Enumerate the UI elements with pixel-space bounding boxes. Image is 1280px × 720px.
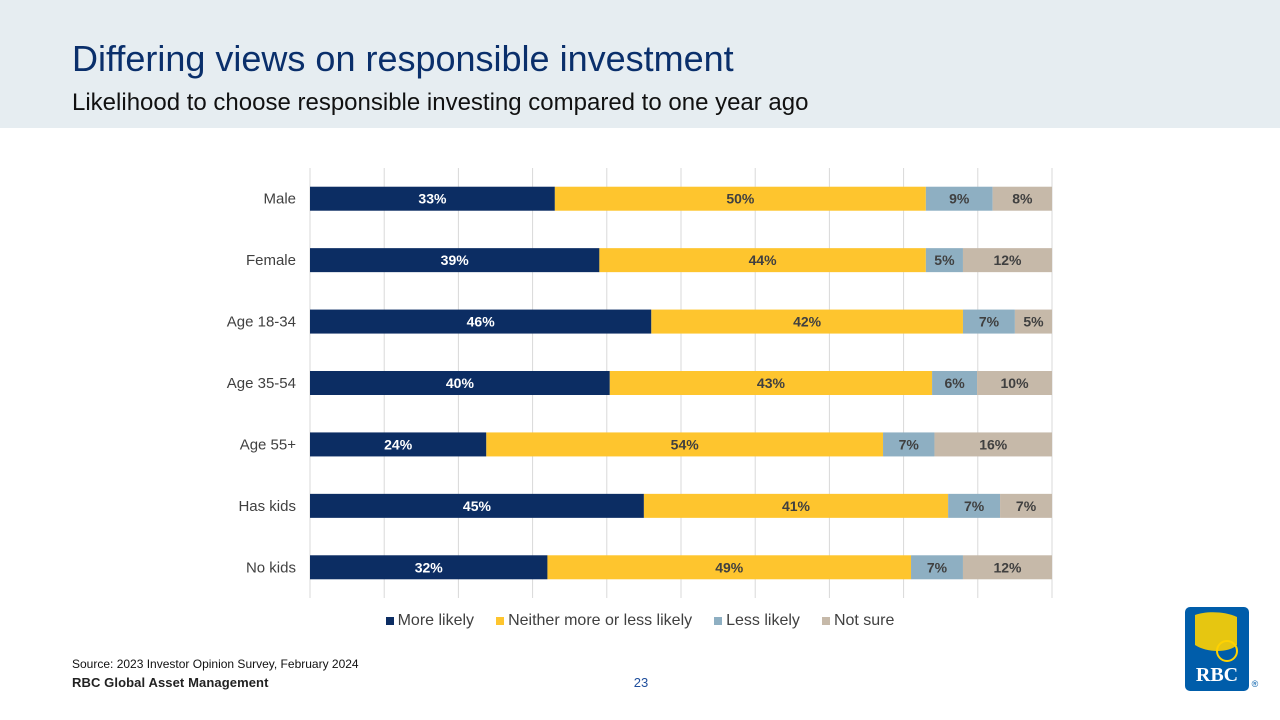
data-label: 5% <box>934 252 955 268</box>
bar-segment <box>310 371 610 395</box>
bar-segment <box>977 371 1052 395</box>
bar-segment <box>310 309 652 334</box>
logo-globe-icon <box>1216 640 1238 662</box>
page-title: Differing views on responsible investmen… <box>72 38 734 79</box>
legend-swatch <box>821 617 830 625</box>
data-label: 46% <box>467 314 496 330</box>
data-label: 43% <box>757 375 786 391</box>
bar-segment <box>643 493 949 518</box>
bar-segment <box>554 186 926 211</box>
category-label: Age 18-34 <box>227 314 296 331</box>
bar-segment <box>1000 493 1052 518</box>
bar-segment <box>934 432 1052 457</box>
bar-segment <box>651 309 963 334</box>
legend-item: Neither more or less likely <box>496 612 692 630</box>
chart-legend: More likely Neither more or less likely Le… <box>0 612 1280 630</box>
data-label: 42% <box>793 314 822 330</box>
bar-segment <box>992 186 1052 211</box>
bar-segment <box>1014 309 1052 334</box>
data-label: 16% <box>979 436 1008 452</box>
data-label: 10% <box>1001 375 1030 391</box>
bar-segment <box>310 186 555 211</box>
legend-label: Less likely <box>726 612 800 629</box>
data-label: 7% <box>1016 498 1037 514</box>
legend-item: Not sure <box>821 612 895 630</box>
bar-segment <box>310 248 600 273</box>
legend-label: Not sure <box>833 612 895 629</box>
bar-segment <box>925 186 993 211</box>
data-label: 7% <box>927 559 948 575</box>
data-label: 12% <box>993 559 1022 575</box>
data-label: 7% <box>964 498 985 514</box>
bar-segment <box>486 432 884 457</box>
data-label: 40% <box>446 375 475 391</box>
data-label: 12% <box>993 252 1022 268</box>
data-label: 39% <box>441 252 470 268</box>
legend-swatch <box>496 617 505 625</box>
category-label: Has kids <box>238 498 296 515</box>
bar-segment <box>962 248 1052 273</box>
category-label: Male <box>263 191 296 208</box>
category-label: Age 55+ <box>240 436 297 453</box>
source-note: Source: 2023 Investor Opinion Survey, Fe… <box>72 657 359 671</box>
logo-registered-mark: ® <box>1252 679 1259 689</box>
bar-segment <box>547 555 912 580</box>
data-label: 8% <box>1012 191 1033 207</box>
data-label: 5% <box>1023 314 1044 330</box>
legend-label: Neither more or less likely <box>508 612 693 629</box>
category-label: No kids <box>246 559 296 576</box>
data-label: 45% <box>463 498 492 514</box>
data-label: 33% <box>418 191 447 207</box>
data-label: 41% <box>782 498 811 514</box>
bar-segment <box>599 248 926 273</box>
bar-segment <box>948 493 1001 518</box>
data-label: 7% <box>899 436 920 452</box>
bar-segment <box>310 555 548 580</box>
logo-text: RBC <box>1196 664 1238 686</box>
page-number: 23 <box>633 675 649 690</box>
bar-segment <box>911 555 963 580</box>
data-label: 49% <box>715 559 744 575</box>
bar-segment <box>925 248 963 273</box>
legend-item: Less likely <box>714 612 800 630</box>
bar-segment <box>609 371 933 395</box>
bar-segment <box>883 432 935 457</box>
header-band <box>0 0 1280 128</box>
data-label: 7% <box>979 314 1000 330</box>
data-label: 50% <box>726 191 755 207</box>
legend-swatch <box>385 617 394 625</box>
category-label: Female <box>246 252 296 269</box>
data-label: 6% <box>944 375 965 391</box>
bar-segment <box>310 432 487 457</box>
legend-label: More likely <box>397 612 475 629</box>
bar-segment <box>310 493 644 518</box>
data-label: 44% <box>749 252 778 268</box>
logo-lion-icon <box>1195 612 1237 651</box>
bar-segment <box>962 555 1052 580</box>
page-subtitle: Likelihood to choose responsible investi… <box>72 89 809 116</box>
category-label: Age 35-54 <box>227 375 296 392</box>
bar-segment <box>962 309 1015 334</box>
bar-segment <box>932 371 978 395</box>
brand-name: RBC Global Asset Management <box>72 675 269 690</box>
legend-swatch <box>714 617 723 625</box>
data-label: 32% <box>415 559 444 575</box>
rbc-logo: RBC ® <box>1185 607 1259 691</box>
data-label: 24% <box>384 436 413 452</box>
data-label: 9% <box>949 191 970 207</box>
data-label: 54% <box>671 436 700 452</box>
legend-item: More likely <box>385 612 475 630</box>
